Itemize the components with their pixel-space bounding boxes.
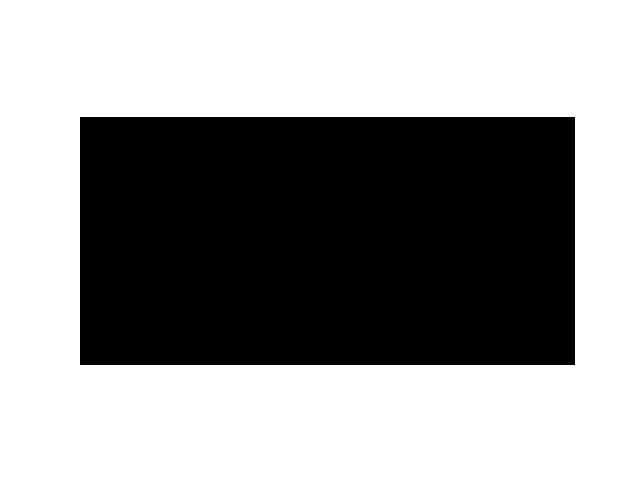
word-cloud (80, 117, 575, 365)
